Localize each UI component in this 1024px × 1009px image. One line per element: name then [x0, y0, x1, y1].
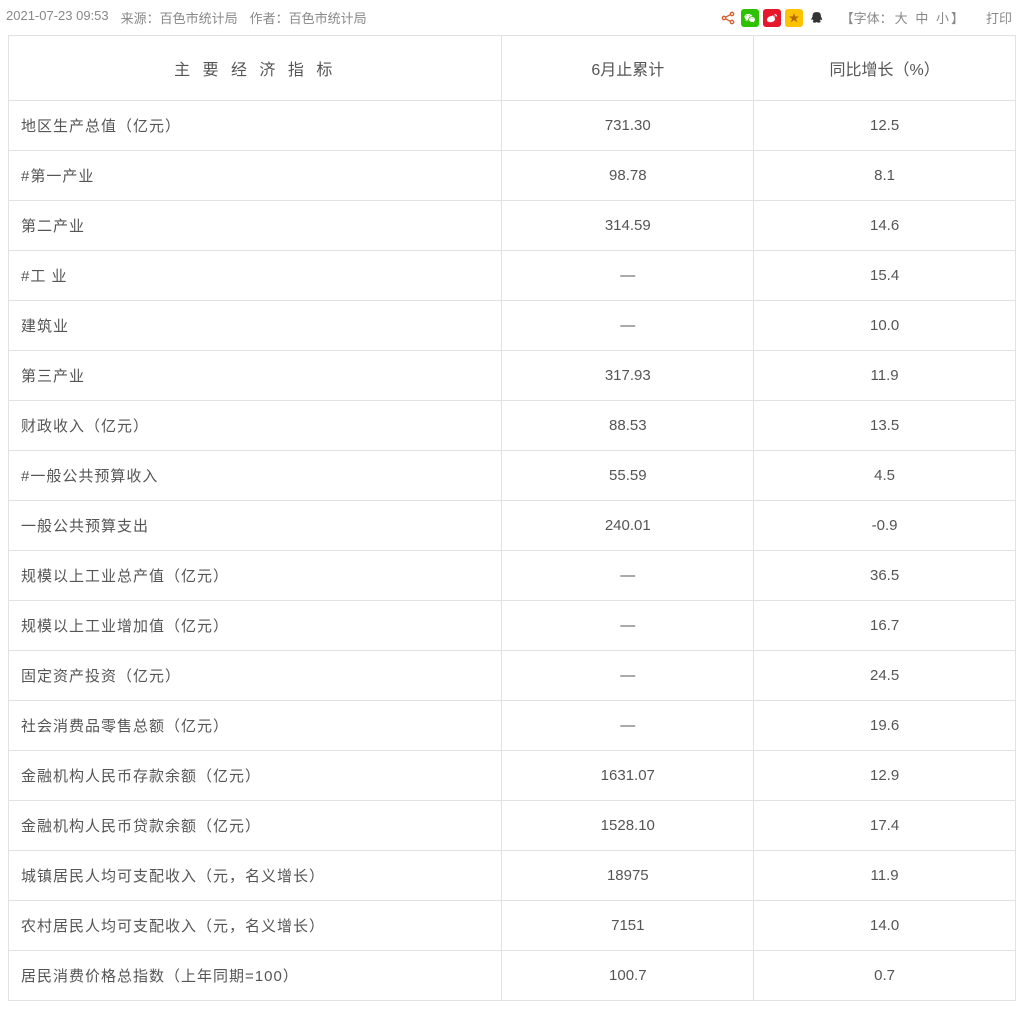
cell-yoy: 0.7	[754, 951, 1016, 1001]
cell-cumulative: 7151	[502, 901, 754, 951]
cell-cumulative: 100.7	[502, 951, 754, 1001]
cell-indicator: 地区生产总值（亿元）	[9, 101, 502, 151]
table-row: 金融机构人民币贷款余额（亿元）1528.1017.4	[9, 801, 1016, 851]
cell-yoy: 24.5	[754, 651, 1016, 701]
font-label-prefix: 【字体：	[841, 11, 893, 26]
cell-indicator: 第三产业	[9, 351, 502, 401]
font-label-suffix: 】	[951, 11, 964, 26]
qq-icon[interactable]	[807, 9, 825, 27]
cell-indicator: 规模以上工业总产值（亿元）	[9, 551, 502, 601]
cell-cumulative: 1631.07	[502, 751, 754, 801]
cell-cumulative: —	[502, 601, 754, 651]
weibo-icon[interactable]	[763, 9, 781, 27]
cell-cumulative: —	[502, 701, 754, 751]
print-link[interactable]: 打印	[986, 8, 1012, 27]
cell-cumulative: —	[502, 551, 754, 601]
cell-indicator: 固定资产投资（亿元）	[9, 651, 502, 701]
table-row: 金融机构人民币存款余额（亿元）1631.0712.9	[9, 751, 1016, 801]
cell-yoy: 8.1	[754, 151, 1016, 201]
cell-yoy: 14.0	[754, 901, 1016, 951]
cell-indicator: 金融机构人民币存款余额（亿元）	[9, 751, 502, 801]
cell-yoy: 15.4	[754, 251, 1016, 301]
cell-indicator: 一般公共预算支出	[9, 501, 502, 551]
font-small-link[interactable]: 小	[936, 11, 949, 26]
share-icon[interactable]	[719, 9, 737, 27]
table-row: 固定资产投资（亿元）—24.5	[9, 651, 1016, 701]
table-row: #一般公共预算收入55.594.5	[9, 451, 1016, 501]
cell-cumulative: 88.53	[502, 401, 754, 451]
table-row: 地区生产总值（亿元）731.3012.5	[9, 101, 1016, 151]
cell-indicator: 城镇居民人均可支配收入（元，名义增长）	[9, 851, 502, 901]
cell-cumulative: —	[502, 301, 754, 351]
meta-left: 2021-07-23 09:53 来源：百色市统计局 作者：百色市统计局	[6, 8, 707, 27]
table-row: 建筑业—10.0	[9, 301, 1016, 351]
cell-yoy: 19.6	[754, 701, 1016, 751]
cell-yoy: 11.9	[754, 351, 1016, 401]
cell-indicator: #第一产业	[9, 151, 502, 201]
cell-yoy: 13.5	[754, 401, 1016, 451]
col-header-yoy: 同比增长（%）	[754, 36, 1016, 101]
publish-datetime: 2021-07-23 09:53	[6, 8, 109, 27]
cell-cumulative: 314.59	[502, 201, 754, 251]
cell-cumulative: 98.78	[502, 151, 754, 201]
table-row: 第三产业317.9311.9	[9, 351, 1016, 401]
font-large-link[interactable]: 大	[895, 11, 908, 26]
cell-indicator: 农村居民人均可支配收入（元，名义增长）	[9, 901, 502, 951]
font-size-selector: 【字体：大 中 小】	[841, 8, 964, 27]
cell-cumulative: —	[502, 251, 754, 301]
cell-indicator: 社会消费品零售总额（亿元）	[9, 701, 502, 751]
table-row: 规模以上工业增加值（亿元）—16.7	[9, 601, 1016, 651]
cell-indicator: 金融机构人民币贷款余额（亿元）	[9, 801, 502, 851]
cell-cumulative: 1528.10	[502, 801, 754, 851]
table-container: 主 要 经 济 指 标 6月止累计 同比增长（%） 地区生产总值（亿元）731.…	[0, 35, 1024, 1009]
table-row: 城镇居民人均可支配收入（元，名义增长）1897511.9	[9, 851, 1016, 901]
cell-indicator: 规模以上工业增加值（亿元）	[9, 601, 502, 651]
cell-indicator: 财政收入（亿元）	[9, 401, 502, 451]
table-header-row: 主 要 经 济 指 标 6月止累计 同比增长（%）	[9, 36, 1016, 101]
author-label: 作者：百色市统计局	[250, 8, 367, 27]
table-row: 财政收入（亿元）88.5313.5	[9, 401, 1016, 451]
table-row: #工 业—15.4	[9, 251, 1016, 301]
cell-yoy: 16.7	[754, 601, 1016, 651]
font-medium-link[interactable]: 中	[915, 11, 928, 26]
article-meta-bar: 2021-07-23 09:53 来源：百色市统计局 作者：百色市统计局 【字体…	[0, 0, 1024, 35]
cell-indicator: 居民消费价格总指数（上年同期=100）	[9, 951, 502, 1001]
cell-cumulative: 18975	[502, 851, 754, 901]
table-row: 一般公共预算支出240.01-0.9	[9, 501, 1016, 551]
cell-yoy: 11.9	[754, 851, 1016, 901]
cell-yoy: 14.6	[754, 201, 1016, 251]
cell-yoy: 12.9	[754, 751, 1016, 801]
cell-yoy: 12.5	[754, 101, 1016, 151]
table-row: #第一产业98.788.1	[9, 151, 1016, 201]
table-row: 居民消费价格总指数（上年同期=100）100.70.7	[9, 951, 1016, 1001]
cell-indicator: 第二产业	[9, 201, 502, 251]
table-row: 社会消费品零售总额（亿元）—19.6	[9, 701, 1016, 751]
cell-cumulative: —	[502, 651, 754, 701]
table-row: 农村居民人均可支配收入（元，名义增长）715114.0	[9, 901, 1016, 951]
cell-indicator: #一般公共预算收入	[9, 451, 502, 501]
economic-indicators-table: 主 要 经 济 指 标 6月止累计 同比增长（%） 地区生产总值（亿元）731.…	[8, 35, 1016, 1001]
cell-indicator: 建筑业	[9, 301, 502, 351]
wechat-icon[interactable]	[741, 9, 759, 27]
cell-cumulative: 317.93	[502, 351, 754, 401]
col-header-indicator: 主 要 经 济 指 标	[9, 36, 502, 101]
cell-cumulative: 55.59	[502, 451, 754, 501]
meta-right: 【字体：大 中 小】 打印	[719, 8, 1012, 27]
cell-cumulative: 240.01	[502, 501, 754, 551]
table-row: 第二产业314.5914.6	[9, 201, 1016, 251]
cell-yoy: 10.0	[754, 301, 1016, 351]
cell-yoy: -0.9	[754, 501, 1016, 551]
cell-indicator: #工 业	[9, 251, 502, 301]
qzone-icon[interactable]	[785, 9, 803, 27]
cell-yoy: 36.5	[754, 551, 1016, 601]
share-icons	[719, 9, 825, 27]
cell-yoy: 17.4	[754, 801, 1016, 851]
source-label: 来源：百色市统计局	[121, 8, 238, 27]
cell-cumulative: 731.30	[502, 101, 754, 151]
table-body: 地区生产总值（亿元）731.3012.5#第一产业98.788.1第二产业314…	[9, 101, 1016, 1001]
cell-yoy: 4.5	[754, 451, 1016, 501]
table-row: 规模以上工业总产值（亿元）—36.5	[9, 551, 1016, 601]
col-header-cumulative: 6月止累计	[502, 36, 754, 101]
